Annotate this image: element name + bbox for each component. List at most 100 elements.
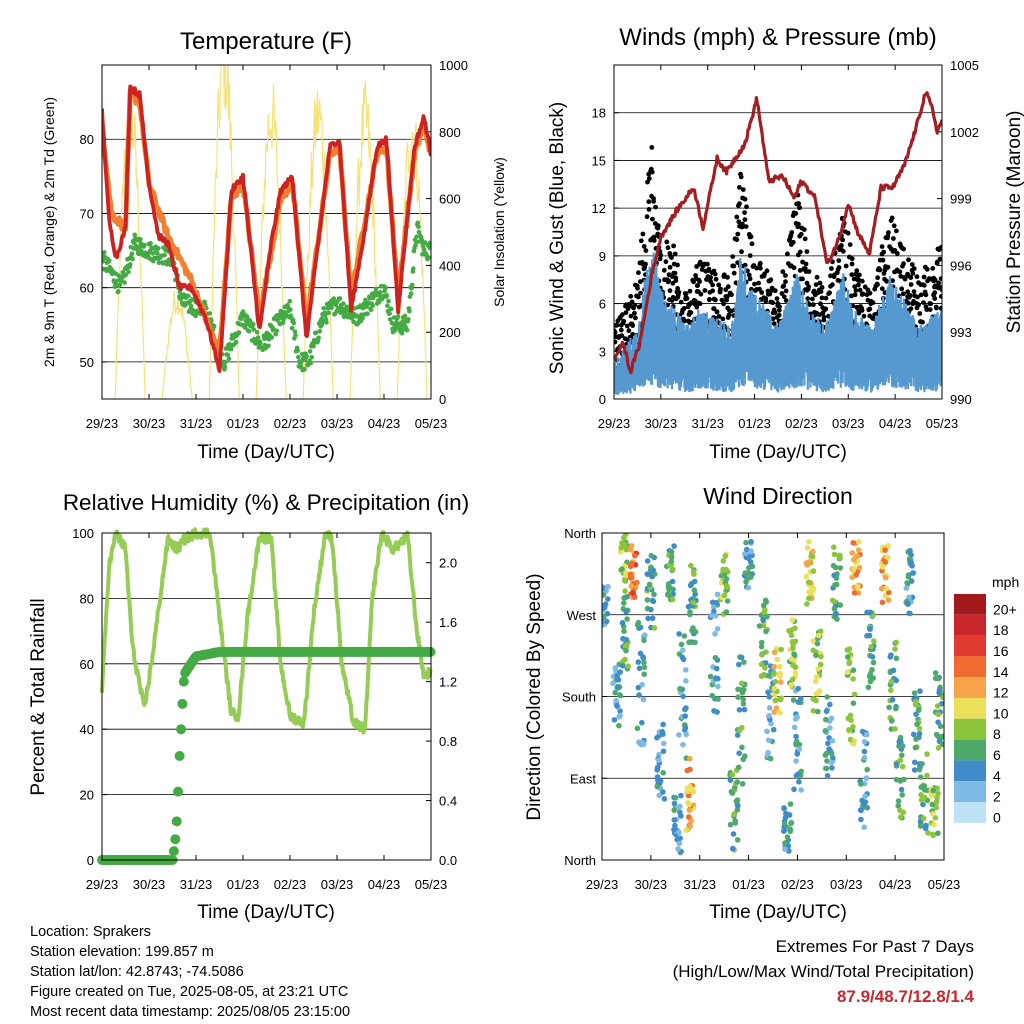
humidity-x-tick-label: 31/23 — [180, 877, 213, 892]
dewpoint-point — [426, 255, 431, 260]
gust-point — [675, 286, 680, 291]
dewpoint-point — [387, 311, 392, 316]
dewpoint-point — [127, 262, 133, 267]
direction-point — [895, 798, 902, 804]
direction-point — [914, 721, 920, 728]
solar-insolation-line — [161, 290, 193, 399]
gust-point — [668, 254, 674, 259]
gust-point — [644, 214, 650, 220]
direction-point — [933, 804, 940, 811]
colorbar-label: 14 — [993, 664, 1009, 680]
gust-point — [817, 280, 823, 286]
direction-point — [622, 588, 628, 594]
gust-point — [754, 265, 760, 271]
direction-point — [828, 759, 835, 766]
direction-point — [721, 592, 728, 599]
dewpoint-point — [402, 313, 408, 319]
temperature-x-tick-label: 01/23 — [227, 416, 260, 431]
extremes-box: Extremes For Past 7 Days (High/Low/Max W… — [673, 934, 974, 1009]
gust-point — [908, 306, 914, 312]
dewpoint-point — [313, 330, 319, 336]
gust-point — [710, 288, 715, 294]
direction-point — [613, 668, 619, 674]
direction-point — [850, 667, 857, 673]
direction-point — [837, 555, 843, 561]
direction-point — [756, 623, 763, 629]
direction-point — [831, 606, 838, 612]
gust-point — [852, 292, 858, 298]
gust-point — [884, 278, 889, 284]
direction-point — [869, 654, 876, 660]
direction-x-tick-label: 30/23 — [635, 877, 668, 892]
direction-point — [670, 566, 676, 573]
direction-point — [690, 599, 696, 606]
direction-point — [680, 656, 687, 663]
direction-point — [676, 840, 683, 847]
direction-point — [736, 727, 743, 734]
dewpoint-point — [251, 327, 256, 332]
gust-point — [821, 317, 827, 323]
direction-point — [795, 771, 801, 777]
direction-point — [806, 538, 812, 545]
gust-point — [936, 280, 941, 286]
gust-point — [651, 196, 656, 201]
direction-point — [687, 582, 694, 589]
direction-point — [604, 610, 611, 617]
direction-point — [734, 779, 741, 785]
gust-point — [748, 234, 754, 240]
gust-point — [638, 238, 644, 244]
direction-point — [740, 696, 746, 703]
gust-point — [628, 293, 634, 299]
temperature-x-tick-label: 31/23 — [180, 416, 213, 431]
direction-point — [683, 678, 689, 684]
direction-point — [739, 690, 746, 696]
gust-point — [924, 266, 930, 272]
direction-point — [794, 714, 800, 720]
direction-point — [777, 663, 783, 670]
temperature-x-label: Time (Day/UTC) — [197, 442, 335, 463]
gust-point — [772, 310, 778, 316]
direction-point — [668, 554, 675, 560]
direction-point — [788, 656, 795, 662]
gust-point — [877, 267, 883, 273]
direction-point — [918, 797, 925, 803]
direction-point — [899, 763, 906, 770]
direction-point — [614, 673, 620, 679]
dewpoint-point — [307, 349, 313, 354]
winds-y-tick-label: 6 — [599, 297, 606, 312]
direction-point — [930, 831, 936, 838]
gust-point — [923, 292, 929, 298]
direction-point — [846, 727, 852, 733]
direction-point — [729, 790, 736, 796]
gust-point — [924, 307, 930, 312]
gust-point — [737, 185, 742, 190]
gust-point — [749, 241, 755, 247]
direction-point — [849, 550, 856, 556]
gust-point — [938, 294, 942, 299]
dewpoint-point — [409, 286, 414, 291]
direction-point — [901, 776, 907, 783]
gust-point — [758, 265, 763, 271]
dewpoint-point — [291, 320, 297, 326]
dewpoint-point — [383, 285, 389, 291]
winds-y-tick-label: 12 — [592, 201, 606, 216]
direction-point — [758, 643, 765, 650]
direction-point — [772, 678, 779, 685]
direction-point — [825, 740, 831, 747]
winds-y2-tick-label: 990 — [950, 392, 972, 407]
gust-point — [840, 248, 846, 254]
gust-point — [706, 297, 712, 303]
humidity-y-tick-label: 40 — [80, 722, 94, 737]
gust-point — [694, 283, 700, 289]
direction-point — [733, 798, 740, 805]
direction-point — [671, 543, 677, 549]
gust-point — [734, 237, 740, 243]
direction-point — [810, 696, 816, 702]
direction-point — [683, 827, 689, 833]
gust-point — [716, 314, 722, 319]
direction-point — [848, 717, 854, 723]
gust-point — [637, 279, 643, 285]
dewpoint-point — [415, 220, 421, 226]
dewpoint-point — [302, 366, 307, 372]
direction-point — [870, 659, 877, 666]
